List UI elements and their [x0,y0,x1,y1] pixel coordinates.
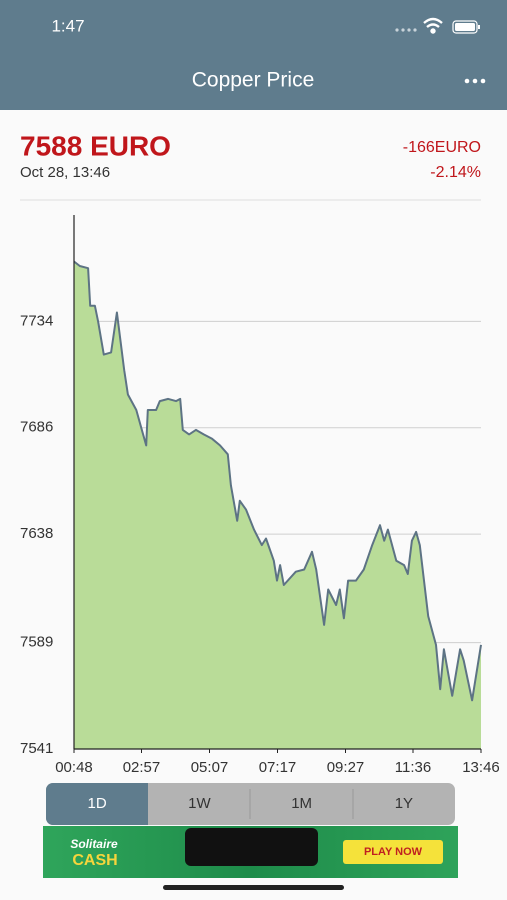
ad-brand-sub: CASH [72,852,117,869]
percent-change: -2.14% [430,164,481,181]
tab-label[interactable]: 1D [88,795,107,812]
y-tick-label: 7686 [20,419,53,436]
home-indicator [163,885,344,890]
ad-brand: Solitaire [70,837,118,851]
y-tick-label: 7541 [20,740,53,757]
battery-icon [452,20,480,34]
tab-label[interactable]: 1W [188,795,211,812]
area-fill [74,261,481,749]
more-button[interactable] [464,78,486,84]
price: 7588 EURO [20,130,171,161]
signal-icon [395,28,417,32]
ad-button[interactable] [343,840,443,864]
range-tabs: 1D 1W 1M 1Y [46,783,455,825]
x-tick-label: 00:48 [55,759,93,776]
tab-selected [46,783,148,825]
ad-cover [185,828,318,866]
chart: 7541 7589 7638 7686 7734 00:48 02:57 05:07 07:17… [20,215,500,776]
x-tick-label: 13:46 [462,759,500,776]
y-tick-label: 7589 [20,634,53,651]
price-change: -166EURO [403,139,481,156]
wifi-icon [423,17,443,34]
x-tick-label: 09:27 [327,759,365,776]
x-tick-label: 11:36 [395,759,431,776]
x-tick-label: 05:07 [191,759,229,776]
tab-label[interactable]: 1Y [395,795,413,812]
status-time: 1:47 [51,16,84,35]
y-tick-label: 7638 [20,525,53,542]
x-tick-label: 07:17 [259,759,297,776]
x-tick-label: 02:57 [123,759,161,776]
tab-label[interactable]: 1M [291,795,312,812]
ad-banner[interactable]: Solitaire CASH PLAY NOW [43,826,458,878]
y-tick-label: 7734 [20,312,53,329]
quote-date: Oct 28, 13:46 [20,164,110,181]
price-line [73,260,482,702]
ad-button-label: PLAY NOW [364,846,423,858]
header-bar [0,0,507,110]
header-title: Copper Price [192,69,315,92]
